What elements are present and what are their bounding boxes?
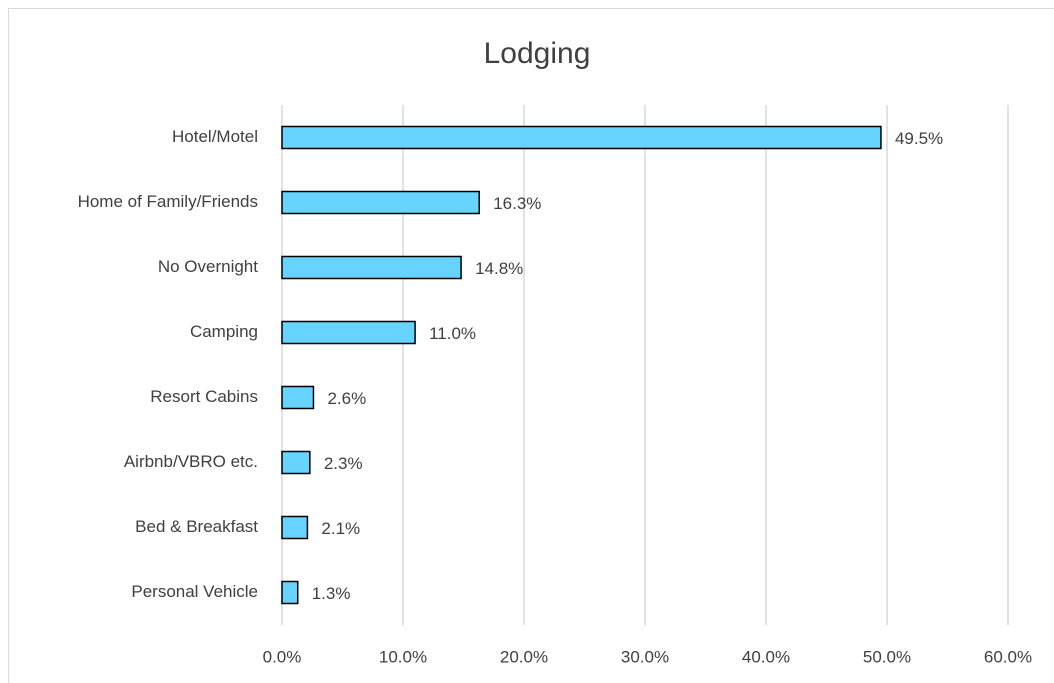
chart-frame — [8, 8, 1054, 683]
data-label: 16.3% — [493, 194, 541, 213]
data-label: 2.3% — [324, 454, 363, 473]
x-tick-label: 0.0% — [263, 647, 302, 666]
x-tick-label: 10.0% — [379, 647, 427, 666]
bar — [281, 385, 315, 410]
x-tick-label: 20.0% — [500, 647, 548, 666]
bar — [281, 190, 480, 215]
y-tick-label: Resort Cabins — [150, 387, 258, 406]
x-tick-label: 30.0% — [621, 647, 669, 666]
bar — [281, 255, 462, 280]
bar — [281, 320, 416, 345]
y-tick-label: Personal Vehicle — [131, 582, 258, 601]
data-label: 2.1% — [321, 519, 360, 538]
bar — [281, 450, 311, 475]
y-tick-label: Airbnb/VBRO etc. — [124, 452, 258, 471]
bar — [281, 125, 882, 150]
chart-title: Lodging — [484, 37, 591, 70]
bar — [281, 515, 309, 540]
data-label: 2.6% — [327, 389, 366, 408]
x-tick-label: 40.0% — [742, 647, 790, 666]
data-label: 11.0% — [429, 324, 476, 343]
y-tick-label: Hotel/Motel — [172, 127, 258, 146]
y-tick-label: Camping — [190, 322, 258, 341]
y-tick-label: Bed & Breakfast — [135, 517, 258, 536]
x-tick-label: 50.0% — [863, 647, 911, 666]
y-tick-label: Home of Family/Friends — [78, 192, 258, 211]
data-label: 1.3% — [312, 584, 351, 603]
data-label: 49.5% — [895, 129, 943, 148]
y-tick-label: No Overnight — [158, 257, 258, 276]
x-tick-label: 60.0% — [984, 647, 1032, 666]
data-label: 14.8% — [475, 259, 523, 278]
bar — [281, 580, 299, 605]
